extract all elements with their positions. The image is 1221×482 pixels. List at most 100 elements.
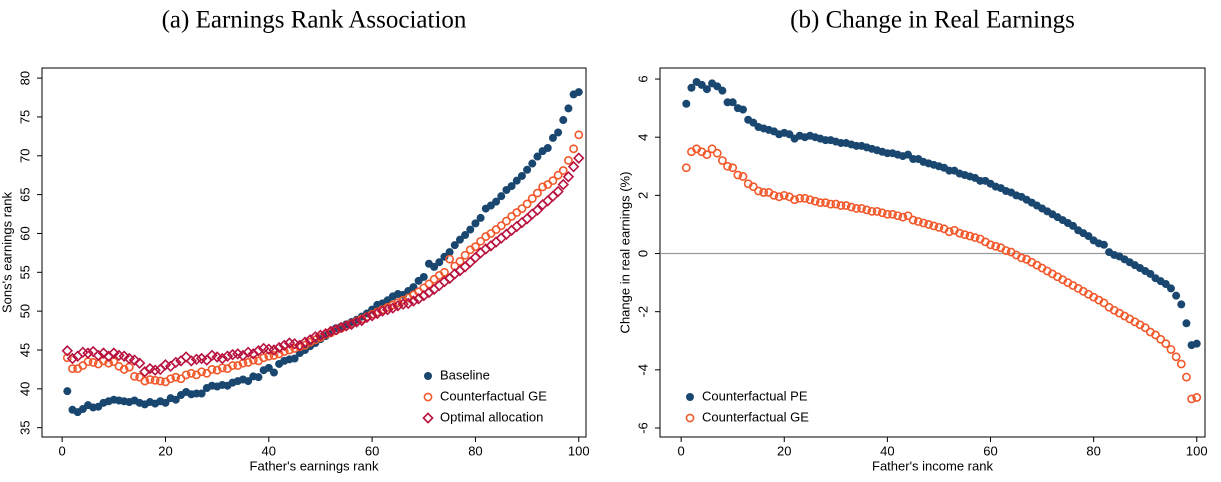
point <box>1166 345 1176 354</box>
point <box>516 216 528 229</box>
point <box>554 128 563 137</box>
point <box>542 195 554 207</box>
point <box>285 345 294 355</box>
y-tick-label: -6 <box>635 422 650 434</box>
point <box>795 193 805 203</box>
point <box>455 235 464 244</box>
point <box>381 303 394 316</box>
point <box>569 144 579 154</box>
point <box>527 194 537 203</box>
chart-title: (a) Earnings Rank Association <box>162 7 467 34</box>
point <box>97 347 110 359</box>
point <box>707 144 717 154</box>
point <box>244 377 253 386</box>
point <box>197 367 207 377</box>
point <box>1172 291 1181 300</box>
point <box>495 232 508 244</box>
legend-label: Counterfactual GE <box>440 388 547 403</box>
point <box>929 221 939 231</box>
y-tick-label: 80 <box>17 71 32 85</box>
point <box>533 188 542 198</box>
point <box>738 172 748 181</box>
point <box>1187 394 1196 404</box>
point <box>118 350 130 362</box>
point <box>543 144 552 153</box>
point <box>687 83 696 92</box>
point <box>1176 359 1186 369</box>
point <box>567 160 580 173</box>
point <box>1177 300 1186 309</box>
point <box>180 351 192 363</box>
y-tick-label: 50 <box>17 304 32 318</box>
point <box>507 182 516 191</box>
point <box>547 190 559 202</box>
point <box>376 305 389 317</box>
point <box>552 185 564 198</box>
point <box>233 361 243 370</box>
point <box>521 212 533 225</box>
legend-label: Counterfactual PE <box>702 388 808 403</box>
point <box>574 130 584 140</box>
point <box>548 133 557 142</box>
point <box>754 186 763 196</box>
point <box>790 195 799 205</box>
point <box>774 192 784 202</box>
point <box>62 353 72 363</box>
point <box>1151 330 1160 340</box>
x-tick-label: 0 <box>678 443 685 458</box>
point <box>919 218 928 228</box>
point <box>87 345 99 358</box>
point <box>290 354 299 363</box>
point <box>197 389 206 398</box>
point <box>559 116 568 125</box>
point <box>387 302 399 314</box>
point <box>207 365 217 374</box>
point <box>430 262 439 271</box>
point <box>748 182 758 192</box>
point <box>397 298 409 310</box>
point <box>862 205 872 215</box>
point <box>718 86 727 95</box>
point <box>826 199 836 209</box>
point <box>558 166 568 175</box>
y-tick-label: 45 <box>17 343 32 357</box>
point <box>248 355 258 365</box>
legend-label: Optimal allocation <box>440 409 543 424</box>
point <box>682 99 691 108</box>
plot-frame <box>41 67 587 438</box>
point <box>702 85 711 94</box>
point <box>216 352 229 365</box>
point <box>66 352 79 365</box>
point <box>269 351 279 360</box>
point <box>435 258 444 267</box>
point <box>739 105 748 114</box>
point <box>564 156 573 165</box>
point <box>171 372 181 382</box>
point <box>88 358 98 367</box>
point <box>476 213 485 222</box>
point <box>934 222 944 232</box>
point <box>836 201 846 210</box>
point <box>1140 323 1150 333</box>
point <box>145 375 155 384</box>
point <box>226 348 239 361</box>
x-axis-label: Father's earnings rank <box>250 458 379 473</box>
point <box>511 220 523 233</box>
point <box>805 195 815 205</box>
point <box>299 336 311 348</box>
point <box>991 241 1001 251</box>
point <box>185 355 198 367</box>
point <box>574 88 583 97</box>
point <box>944 227 954 237</box>
point <box>305 337 315 347</box>
point <box>531 204 544 216</box>
x-tick-label: 40 <box>262 443 276 458</box>
point <box>723 161 732 171</box>
point <box>841 201 851 210</box>
point <box>893 211 903 221</box>
y-tick-label: 40 <box>17 382 32 396</box>
point <box>564 104 573 113</box>
point <box>371 307 384 320</box>
point <box>171 395 180 404</box>
point <box>392 299 404 312</box>
